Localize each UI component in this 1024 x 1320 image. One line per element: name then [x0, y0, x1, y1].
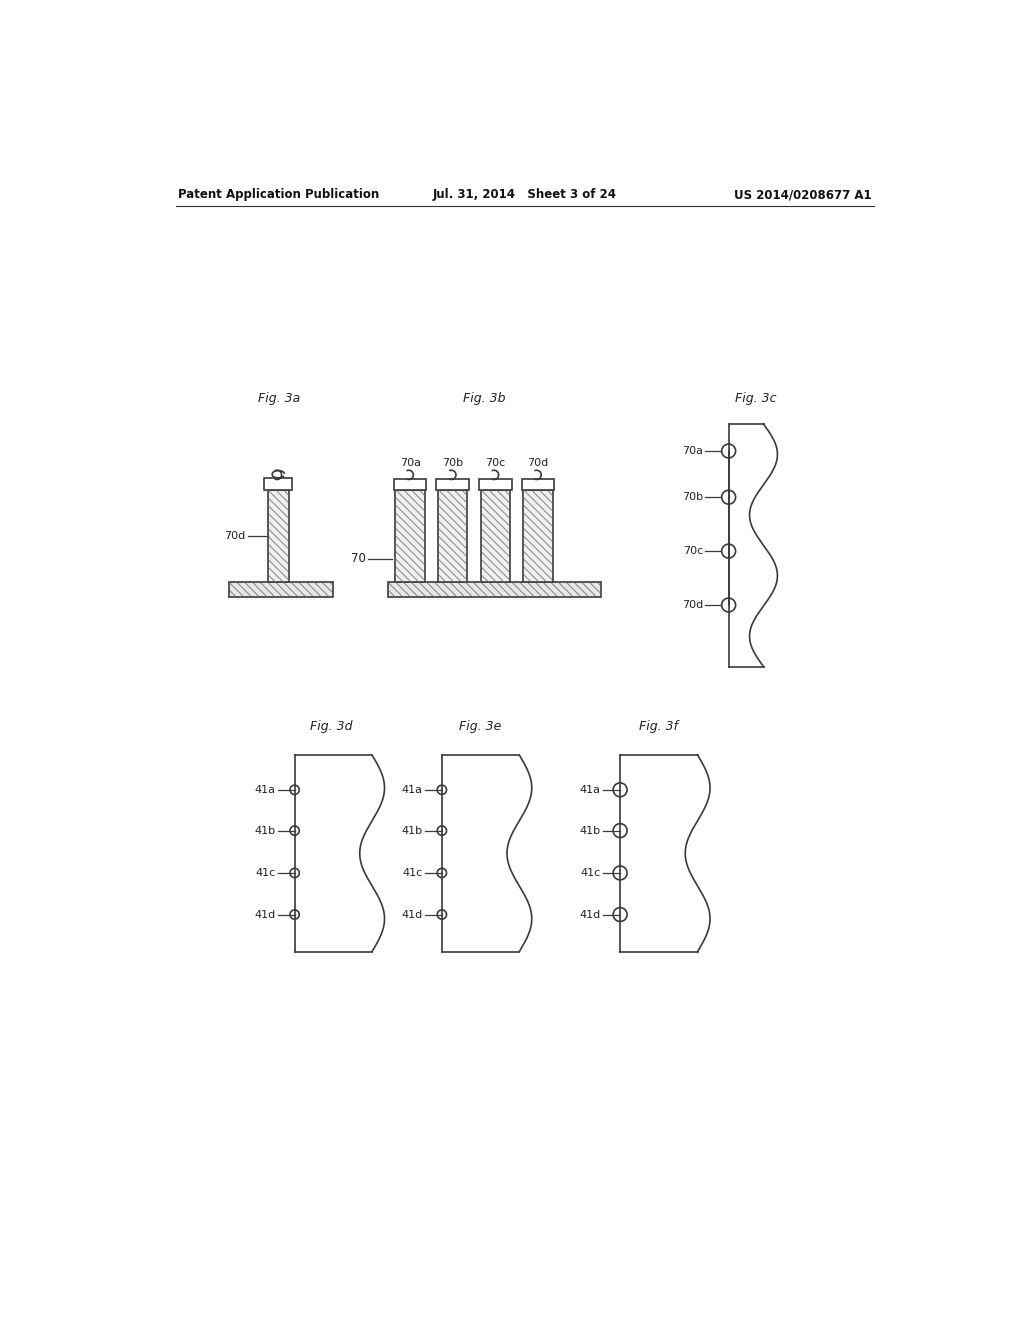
Circle shape [722, 490, 735, 504]
Text: 41c: 41c [581, 869, 601, 878]
Circle shape [613, 866, 627, 880]
Text: US 2014/0208677 A1: US 2014/0208677 A1 [734, 187, 872, 201]
Text: 70d: 70d [682, 601, 703, 610]
Text: 70b: 70b [682, 492, 703, 502]
Text: Fig. 3d: Fig. 3d [310, 721, 352, 733]
Polygon shape [388, 582, 601, 597]
Polygon shape [479, 479, 512, 490]
Polygon shape [228, 582, 334, 597]
Text: 70a: 70a [682, 446, 703, 455]
Polygon shape [436, 479, 469, 490]
Text: 70b: 70b [442, 458, 463, 467]
Text: Fig. 3c: Fig. 3c [735, 392, 776, 405]
Polygon shape [267, 490, 289, 582]
Polygon shape [264, 478, 292, 490]
Circle shape [722, 598, 735, 612]
Text: 70d: 70d [527, 458, 549, 467]
Text: 41d: 41d [254, 909, 275, 920]
Polygon shape [523, 490, 553, 582]
Polygon shape [521, 479, 554, 490]
Text: 70: 70 [351, 552, 366, 565]
Text: 41d: 41d [401, 909, 423, 920]
Circle shape [722, 444, 735, 458]
Text: 41b: 41b [580, 825, 601, 836]
Text: 41a: 41a [401, 785, 423, 795]
Text: 70d: 70d [224, 531, 246, 541]
Text: 70c: 70c [485, 458, 506, 467]
Polygon shape [395, 490, 425, 582]
Text: 41c: 41c [255, 869, 275, 878]
Polygon shape [480, 490, 510, 582]
Text: Fig. 3b: Fig. 3b [463, 392, 506, 405]
Text: 70a: 70a [399, 458, 421, 467]
Polygon shape [438, 490, 467, 582]
Text: Fig. 3e: Fig. 3e [460, 721, 502, 733]
Circle shape [613, 824, 627, 838]
Text: 41b: 41b [401, 825, 423, 836]
Text: 41b: 41b [254, 825, 275, 836]
Text: 70c: 70c [683, 546, 703, 556]
Text: 41a: 41a [254, 785, 275, 795]
Text: Fig. 3a: Fig. 3a [258, 392, 300, 405]
Text: Fig. 3f: Fig. 3f [639, 721, 678, 733]
Text: Jul. 31, 2014   Sheet 3 of 24: Jul. 31, 2014 Sheet 3 of 24 [433, 187, 616, 201]
Text: 41c: 41c [402, 869, 423, 878]
Text: Patent Application Publication: Patent Application Publication [178, 187, 380, 201]
Text: 41d: 41d [580, 909, 601, 920]
Circle shape [722, 544, 735, 558]
Polygon shape [394, 479, 426, 490]
Circle shape [613, 908, 627, 921]
Circle shape [613, 783, 627, 797]
Text: 41a: 41a [580, 785, 601, 795]
